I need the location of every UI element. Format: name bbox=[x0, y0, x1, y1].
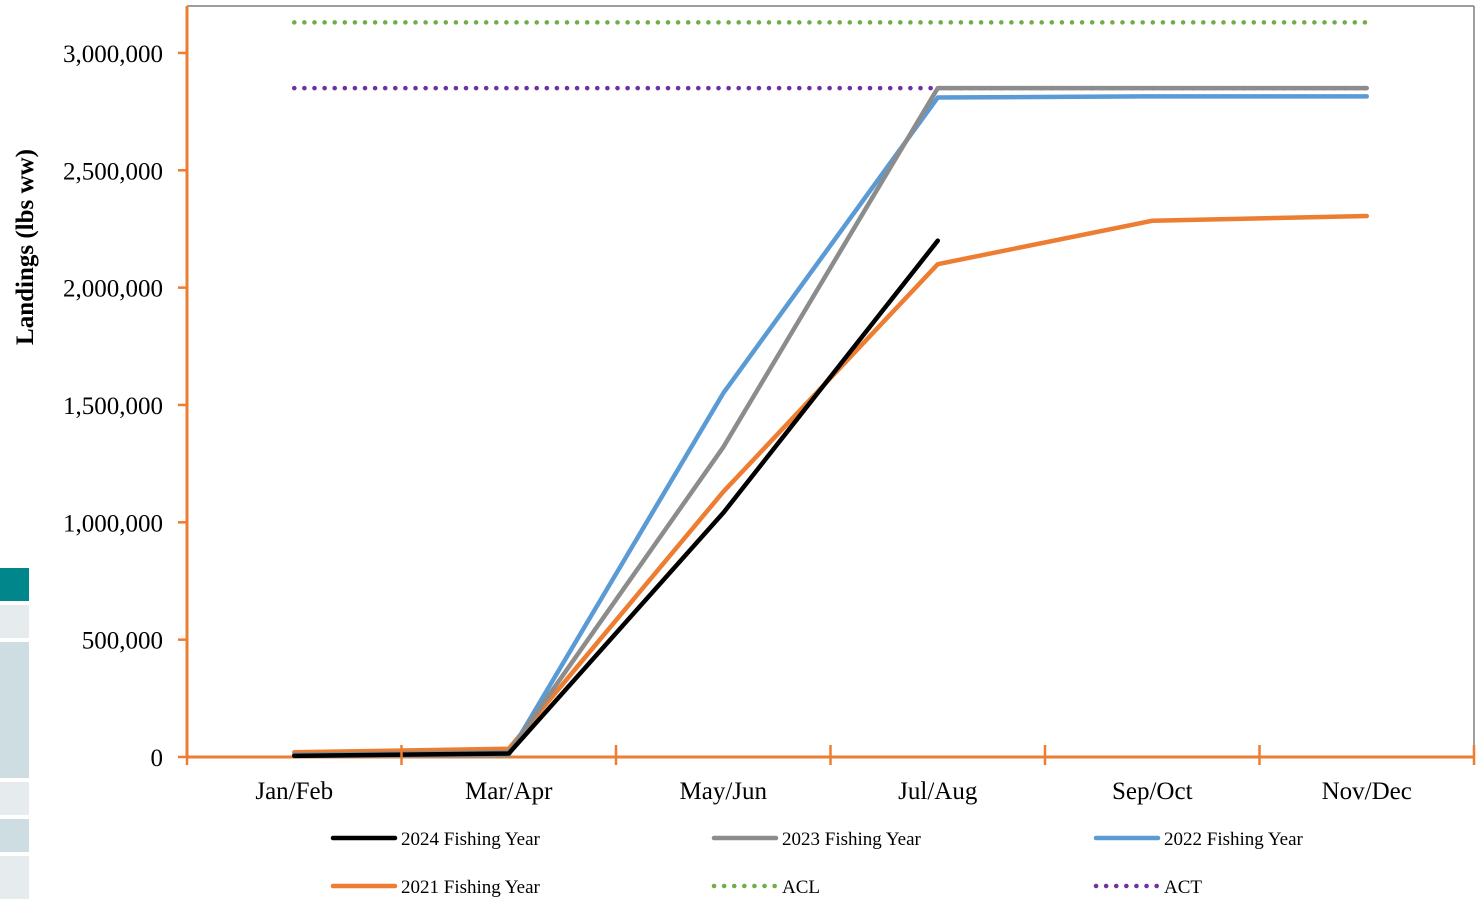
legend-label: 2024 Fishing Year bbox=[401, 829, 540, 850]
side-strip-block-3 bbox=[0, 642, 29, 778]
x-tick-label: Sep/Oct bbox=[1112, 778, 1193, 805]
y-tick-label: 1,000,000 bbox=[63, 510, 163, 537]
y-tick-label: 0 bbox=[151, 745, 164, 772]
x-tick-label: Nov/Dec bbox=[1322, 778, 1412, 805]
series-layer bbox=[292, 20, 1369, 759]
x-tick-label: May/Jun bbox=[680, 778, 768, 805]
side-strip-block-4 bbox=[0, 782, 29, 815]
y-tick-label: 500,000 bbox=[82, 628, 163, 655]
x-tick-label: Jan/Feb bbox=[255, 778, 333, 805]
y-tick-label: 2,000,000 bbox=[63, 276, 163, 303]
plot-frame bbox=[185, 5, 1475, 759]
series-line-2024-fishing-year bbox=[292, 238, 940, 759]
x-tick-label: Jul/Aug bbox=[898, 778, 978, 805]
y-axis-ticks: 0 500,000 1,000,000 1,500,000 2,000,000 2,500… bbox=[63, 41, 187, 772]
series-line-2023-fishing-year bbox=[292, 85, 1369, 757]
side-strip-block-1 bbox=[0, 568, 29, 601]
side-strip-block-5 bbox=[0, 819, 29, 852]
legend: 2024 Fishing Year 2023 Fishing Year 2022 F… bbox=[330, 829, 1303, 898]
legend-label: ACL bbox=[782, 877, 820, 898]
y-tick-label: 3,000,000 bbox=[63, 41, 163, 68]
legend-label: 2021 Fishing Year bbox=[401, 877, 540, 898]
y-tick-label: 2,500,000 bbox=[63, 158, 163, 185]
series-line-2022-fishing-year bbox=[292, 94, 1369, 759]
side-strip-block-6 bbox=[0, 856, 29, 899]
y-tick-label: 1,500,000 bbox=[63, 393, 163, 420]
legend-label: 2022 Fishing Year bbox=[1164, 829, 1303, 850]
legend-label: 2023 Fishing Year bbox=[782, 829, 921, 850]
y-axis-title: Landings (lbs ww) bbox=[12, 149, 39, 345]
side-strip-block-2 bbox=[0, 605, 29, 638]
series-line-2021-fishing-year bbox=[292, 213, 1369, 755]
x-tick-label: Mar/Apr bbox=[465, 778, 553, 805]
legend-label: ACT bbox=[1164, 877, 1202, 898]
x-axis-ticks: Jan/Feb Mar/Apr May/Jun Jul/Aug Sep/Oct Nov/D… bbox=[185, 745, 1476, 805]
